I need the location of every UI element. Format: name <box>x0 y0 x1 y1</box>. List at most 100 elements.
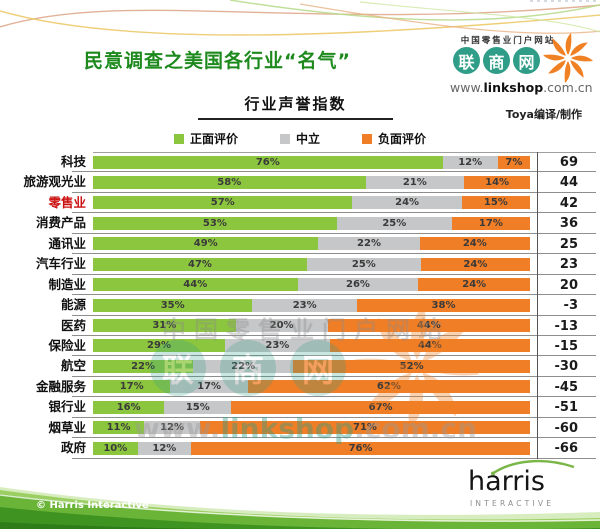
bar-segment-neutral: 24% <box>352 196 462 210</box>
chart-row: 银行业 16% 15% 67% -51 <box>0 397 600 418</box>
bar-segment-positive: 29% <box>93 339 226 353</box>
segment-value-negative: 67% <box>368 401 393 413</box>
bar-segment-positive: 35% <box>93 298 253 312</box>
harris-brand-name: harris <box>468 466 545 497</box>
stacked-bar: 49% 22% 24% <box>93 237 531 251</box>
bar-segment-neutral: 12% <box>144 421 200 435</box>
bar-segment-negative: 44% <box>327 319 530 332</box>
chart-row: 旅游观光业 58% 21% 14% 44 <box>0 172 600 193</box>
logo-circle-shang: 商 <box>483 47 510 74</box>
bar-segment-negative: 24% <box>418 278 530 292</box>
bar-segment-positive: 44% <box>93 278 298 292</box>
stacked-bar: 58% 21% 14% <box>93 175 530 189</box>
segment-value-negative: 14% <box>485 176 510 188</box>
row-separator-line <box>72 212 596 214</box>
stacked-bar: 35% 23% 38% <box>93 298 531 312</box>
bar-segment-positive: 53% <box>93 216 337 230</box>
chart-row: 能源 35% 23% 38% -3 <box>0 295 600 316</box>
row-score: -15 <box>554 338 579 354</box>
segment-value-negative: 52% <box>399 360 424 372</box>
row-score: 44 <box>559 175 578 191</box>
bar-segment-negative: 24% <box>420 257 530 271</box>
row-label: 零售业 <box>48 194 86 210</box>
stacked-bar-chart: 科技 76% 12% 7% 69 旅游观光业 58% 21% 14% 44 零售… <box>0 152 600 460</box>
legend-swatch-neutral-icon <box>279 133 290 144</box>
chart-row: 科技 76% 12% 7% 69 <box>0 152 600 173</box>
segment-value-neutral: 22% <box>231 360 256 372</box>
segment-value-positive: 16% <box>116 401 141 413</box>
chart-row: 制造业 44% 26% 24% 20 <box>0 275 600 296</box>
row-label: 科技 <box>60 154 86 169</box>
row-label: 通讯业 <box>48 235 86 251</box>
segment-value-neutral: 25% <box>382 217 407 229</box>
segment-value-neutral: 24% <box>395 197 420 209</box>
row-separator-line <box>72 375 596 377</box>
stacked-bar: 44% 26% 24% <box>93 278 530 292</box>
legend-swatch-negative-icon <box>362 133 372 144</box>
segment-value-neutral: 15% <box>185 401 210 413</box>
bar-segment-negative: 52% <box>293 359 530 373</box>
bar-segment-positive: 47% <box>93 257 307 271</box>
bar-segment-positive: 16% <box>93 400 165 414</box>
row-separator-line <box>72 232 596 234</box>
logo-circle-wang: 网 <box>513 47 540 74</box>
segment-value-negative: 15% <box>483 197 508 209</box>
chart-row: 汽车行业 47% 25% 24% 23 <box>0 254 600 275</box>
segment-value-positive: 76% <box>255 156 280 168</box>
bar-segment-positive: 49% <box>93 237 319 251</box>
row-score: -3 <box>563 298 578 314</box>
segment-value-positive: 31% <box>152 320 177 331</box>
bar-segment-negative: 38% <box>357 298 531 312</box>
segment-value-positive: 44% <box>183 279 208 291</box>
logo-tagline: 中国零售业门户网站 <box>460 36 556 46</box>
row-separator-line <box>72 314 596 316</box>
row-label: 烟草业 <box>48 419 86 435</box>
chart-subtitle: 行业声誉指数 <box>244 95 347 113</box>
stacked-bar: 11% 12% 71% <box>93 421 530 435</box>
logo-url-www: www. <box>450 80 484 95</box>
bar-segment-negative: 76% <box>191 441 530 455</box>
logo-url-tld: .com.cn <box>543 80 593 95</box>
chart-row: 政府 10% 12% 76% -66 <box>0 438 600 459</box>
top-decorative-curves <box>0 0 600 36</box>
segment-value-negative: 71% <box>352 422 377 434</box>
row-label: 能源 <box>60 297 86 313</box>
row-label: 旅游观光业 <box>23 174 86 190</box>
chart-top-rule <box>93 152 596 153</box>
legend-label-neutral: 中立 <box>295 132 320 146</box>
stacked-bar: 29% 23% 44% <box>93 339 531 353</box>
bar-segment-negative: 14% <box>464 175 530 189</box>
chart-rows: 科技 76% 12% 7% 69 旅游观光业 58% 21% 14% 44 零售… <box>0 152 600 459</box>
segment-value-negative: 7% <box>505 156 523 168</box>
bar-segment-negative: 44% <box>329 339 531 353</box>
row-score: -30 <box>554 359 579 375</box>
bar-segment-positive: 76% <box>93 155 443 169</box>
row-label: 政府 <box>60 440 86 456</box>
segment-value-negative: 62% <box>376 381 401 393</box>
chart-row: 零售业 57% 24% 15% 42 <box>0 193 600 214</box>
row-separator-line <box>72 294 596 296</box>
stacked-bar: 57% 24% 15% <box>93 196 530 210</box>
bar-segment-neutral: 23% <box>252 298 358 312</box>
row-label: 消费产品 <box>35 215 86 231</box>
segment-value-negative: 76% <box>348 442 373 454</box>
stacked-bar: 76% 12% 7% <box>93 155 530 169</box>
segment-value-positive: 11% <box>106 422 131 434</box>
segment-value-neutral: 23% <box>292 299 317 311</box>
bar-segment-neutral: 20% <box>235 319 328 332</box>
row-score: 25 <box>559 236 578 252</box>
row-label: 汽车行业 <box>35 256 86 272</box>
chart-row: 航空 22% 22% 52% -30 <box>0 356 600 377</box>
row-label: 航空 <box>60 358 86 374</box>
row-separator-line <box>72 273 596 275</box>
segment-value-negative: 24% <box>463 258 488 270</box>
segment-value-negative: 38% <box>431 299 456 311</box>
bar-segment-negative: 24% <box>419 237 531 251</box>
linkshop-logo: 中国零售业门户网站 联 商 网 www.linkshop.com.cn <box>450 33 595 106</box>
row-separator-line <box>72 171 596 173</box>
bar-segment-positive: 58% <box>93 175 366 189</box>
footer-wave-decoration <box>0 487 600 529</box>
bar-segment-positive: 22% <box>93 359 194 373</box>
logo-url: www.linkshop.com.cn <box>450 80 593 95</box>
